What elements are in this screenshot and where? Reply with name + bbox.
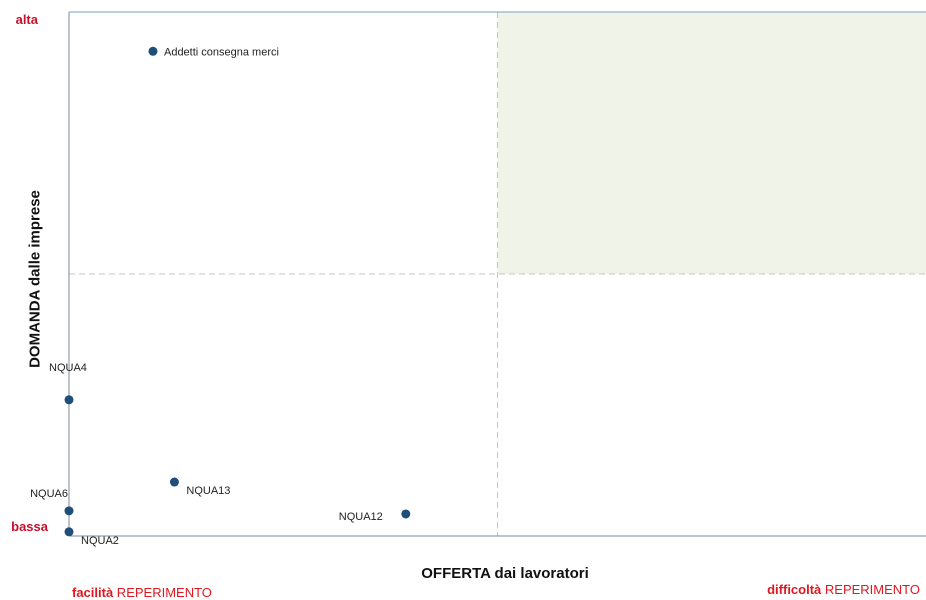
x-low-label: facilità REPERIMENTO: [72, 585, 212, 600]
y-axis-title: DOMANDA dalle imprese: [27, 190, 44, 368]
x-low-label-text: REPERIMENTO: [113, 585, 212, 600]
data-point-label: NQUA12: [339, 511, 383, 523]
data-point-label: Addetti consegna merci: [164, 46, 279, 58]
y-high-label: alta: [0, 12, 38, 27]
data-point-label: NQUA2: [81, 535, 119, 547]
data-point-label: NQUA4: [49, 362, 87, 374]
y-low-label: bassa: [0, 519, 48, 534]
x-high-label: difficoltà REPERIMENTO: [767, 582, 920, 597]
data-point-label: NQUA13: [186, 485, 230, 497]
data-point: [65, 506, 74, 515]
points-layer: Addetti consegna merci NQUA4 NQUA13 NQUA6 NQ…: [30, 46, 410, 547]
data-point-label: NQUA6: [30, 488, 68, 500]
x-axis-title: OFFERTA dai lavoratori: [421, 565, 589, 582]
data-point: [148, 47, 157, 56]
data-point: [401, 509, 410, 518]
x-high-label-bold: difficoltà: [767, 582, 821, 597]
x-high-label-text: REPERIMENTO: [821, 582, 920, 597]
data-point: [65, 395, 74, 404]
highlight-quadrant: [498, 12, 926, 274]
x-low-label-bold: facilità: [72, 585, 113, 600]
data-point: [65, 527, 74, 536]
data-point: [170, 478, 179, 487]
